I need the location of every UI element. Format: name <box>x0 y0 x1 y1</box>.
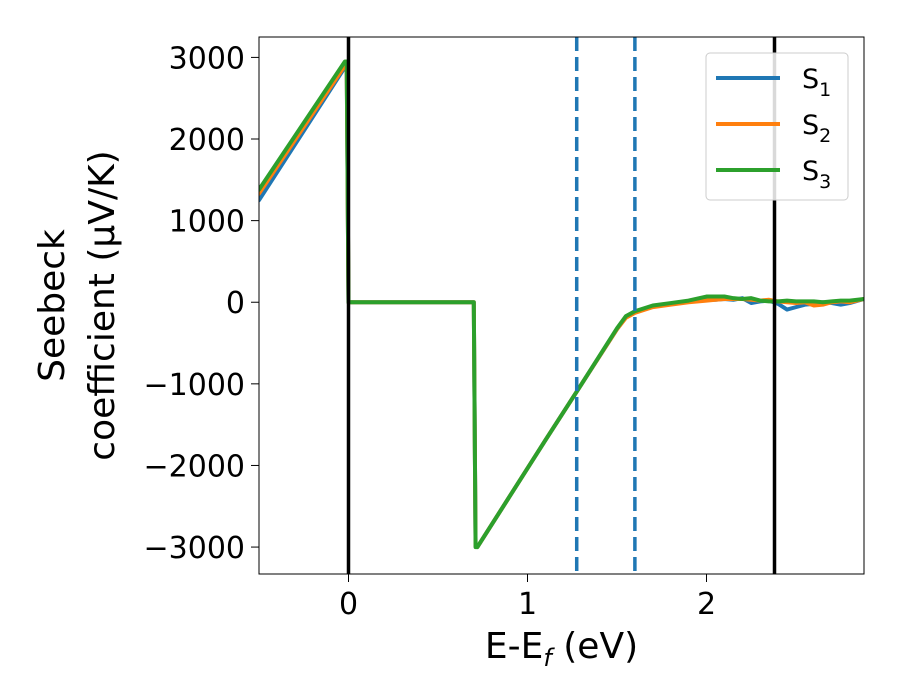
y-tick-label: 1000 <box>169 205 245 240</box>
legend-label: S3 <box>802 156 831 193</box>
y-axis-ticks: 3000 2000 1000 0 −1000 −2000 −3000 <box>144 41 259 566</box>
y-axis-label-line1: Seebeck <box>32 229 73 382</box>
legend-entry-s3: S3 <box>716 156 831 193</box>
legend-entry-s2: S2 <box>716 110 831 147</box>
series-layer <box>259 59 864 550</box>
legend-label: S1 <box>802 64 831 101</box>
y-tick-label: −2000 <box>144 449 245 484</box>
legend: S1 S2 S3 <box>705 52 849 201</box>
x-axis-label-base: E-E <box>485 626 543 667</box>
legend-box <box>705 52 849 201</box>
legend-label: S2 <box>802 110 831 147</box>
legend-entry-s1: S1 <box>716 64 831 101</box>
x-axis-label: E-Ef (eV) <box>485 626 638 672</box>
series-line-s3 <box>259 59 864 550</box>
x-tick-label: 0 <box>339 587 358 622</box>
x-axis-ticks: 0 1 2 <box>339 574 716 622</box>
y-tick-label: −1000 <box>144 368 245 403</box>
y-tick-label: 3000 <box>169 41 245 76</box>
x-tick-label: 1 <box>518 587 537 622</box>
x-tick-label: 2 <box>697 587 716 622</box>
x-axis-label-rest: (eV) <box>552 626 638 667</box>
plot-frame <box>258 36 865 575</box>
y-tick-label: −3000 <box>144 531 245 566</box>
y-tick-label: 0 <box>226 286 245 321</box>
y-axis-label-line2: coefficient (μV/K) <box>82 150 123 460</box>
y-tick-label: 2000 <box>169 123 245 158</box>
